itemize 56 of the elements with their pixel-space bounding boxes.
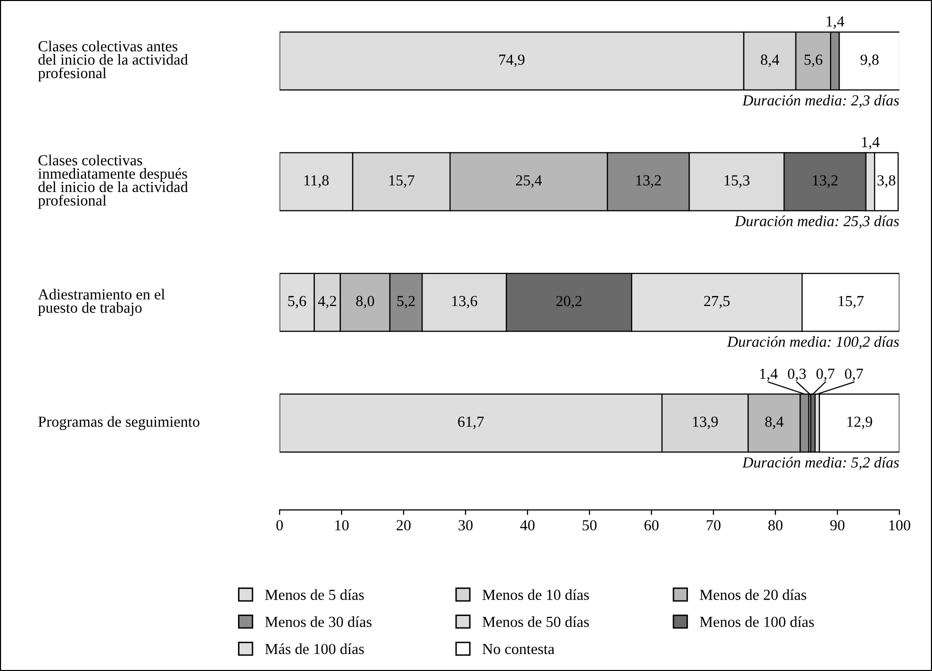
data-label: 74,9 [499, 54, 524, 68]
annotation: Duración media: 2,3 días [742, 94, 899, 108]
data-label: 15,7 [838, 296, 864, 308]
data-label: 13,2 [636, 175, 661, 188]
x-tick-label: 100 [889, 520, 910, 530]
data-label: 27,5 [704, 296, 730, 308]
data-label: 13,6 [452, 296, 478, 308]
legend-label: Menos de 5 días [265, 589, 364, 600]
x-tick-label: 10 [335, 520, 349, 530]
data-label: 1,4 [826, 16, 844, 29]
data-label: 11,8 [304, 175, 329, 188]
data-label: 0,7 [816, 368, 835, 382]
y-tick-label: Clases colectivas antes del inicio de la actividad profesional [38, 40, 188, 82]
annotation: Duración media: 100,2 días [726, 336, 899, 350]
annotation: Duración media: 25,3 días [734, 215, 899, 228]
legend-label: No contesta [482, 644, 554, 654]
legend-label: Menos de 50 días [482, 616, 589, 628]
data-label: 0,3 [788, 368, 806, 382]
x-tick-label: 50 [582, 520, 597, 530]
data-label: 20,2 [556, 296, 582, 308]
x-tick-label: 20 [396, 520, 411, 530]
legend-label: Menos de 30 días [265, 616, 372, 628]
x-tick-label: 70 [706, 520, 720, 530]
legend-label: Menos de 100 días [700, 616, 814, 628]
data-label: 8,4 [760, 54, 780, 68]
data-label: 5,2 [397, 296, 415, 308]
x-tick-label: 0 [276, 520, 283, 530]
data-label: 61,7 [458, 416, 484, 430]
y-tick-label: Programas de seguimiento [38, 416, 200, 430]
data-label: 0,7 [844, 368, 864, 382]
legend-label: Más de 100 días [265, 643, 364, 654]
y-tick-label: Clases colectivas inmediatamente después del inicio de la actividad profesional [38, 154, 188, 209]
x-tick-label: 30 [458, 520, 473, 530]
data-label: 12,9 [847, 416, 872, 430]
data-label: 8,4 [765, 416, 784, 430]
data-label: 13,9 [693, 416, 718, 430]
data-label: 4,2 [318, 296, 336, 308]
y-tick-label: Adiestramiento en el puesto de trabajo [38, 288, 165, 316]
data-label: 15,3 [724, 175, 750, 188]
x-tick-label: 90 [830, 520, 844, 530]
x-tick-label: 40 [520, 520, 535, 530]
data-label: 9,8 [860, 54, 879, 68]
legend-label: Menos de 10 días [482, 589, 589, 600]
data-label: 3,8 [878, 175, 896, 188]
data-label: 1,4 [862, 136, 880, 150]
annotation: Duración media: 5,2 días [742, 456, 899, 470]
data-label: 5,6 [288, 296, 306, 308]
data-label: 1,4 [760, 368, 778, 382]
x-tick-label: 60 [644, 520, 659, 530]
data-label: 5,6 [804, 54, 822, 68]
x-tick-label: 80 [768, 520, 782, 530]
data-label: 8,0 [356, 296, 374, 308]
data-label: 13,2 [812, 175, 838, 188]
data-label: 25,4 [516, 175, 542, 188]
data-label: 15,7 [389, 175, 414, 188]
legend-label: Menos de 20 días [700, 589, 806, 600]
